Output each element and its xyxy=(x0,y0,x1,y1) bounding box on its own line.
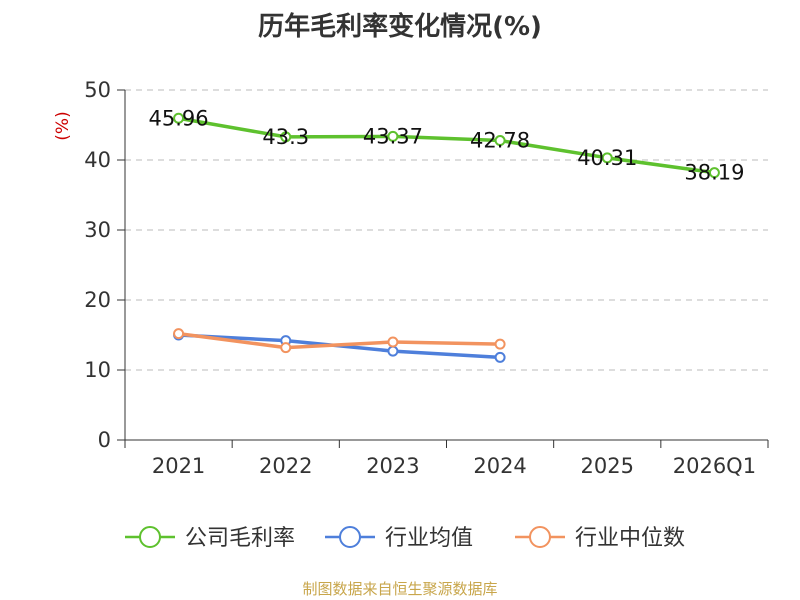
data-point-行业中位数-2021 xyxy=(173,328,185,340)
data-label-2025: 40.31 xyxy=(577,146,637,170)
x-tick-label-2025: 2025 xyxy=(581,454,634,478)
y-tick-label-10: 10 xyxy=(84,358,111,382)
legend-item-行业均值[interactable]: 行业均值 xyxy=(325,526,473,551)
legend-label: 行业中位数 xyxy=(575,526,685,551)
legend-marker xyxy=(339,526,361,548)
data-point-行业均值-2023 xyxy=(387,345,399,357)
data-point-公司毛利率-2022 xyxy=(280,131,292,143)
x-tick-label-2022: 2022 xyxy=(259,454,312,478)
data-label-2021: 45.96 xyxy=(149,106,209,130)
series-lines xyxy=(173,112,720,363)
data-label-2026Q1: 38.19 xyxy=(684,161,744,185)
legend-label: 行业均值 xyxy=(385,526,473,551)
data-point-公司毛利率-2021 xyxy=(173,112,185,124)
legend[interactable]: 公司毛利率 行业均值 行业中位数 xyxy=(125,526,685,551)
grid-lines xyxy=(125,89,768,371)
source-footer: 制图数据来自恒生聚源数据库 xyxy=(302,580,498,598)
series-line-行业中位数 xyxy=(178,331,501,350)
y-tick-label-40: 40 xyxy=(84,148,111,172)
y-tick-label-50: 50 xyxy=(84,78,111,102)
legend-marker xyxy=(529,526,551,548)
x-tick-label-2023: 2023 xyxy=(366,454,419,478)
data-point-公司毛利率-2026Q1 xyxy=(708,167,720,179)
data-labels: 45.96 43.3 43.37 42.78 40.31 38.19 xyxy=(149,106,745,184)
data-point-公司毛利率-2025 xyxy=(601,152,613,164)
y-tick-label-0: 0 xyxy=(98,428,111,452)
data-point-行业均值-2024 xyxy=(494,351,506,363)
y-tick-label-30: 30 xyxy=(84,218,111,242)
y-axis-label: (%) xyxy=(53,111,73,140)
data-point-行业中位数-2022 xyxy=(280,342,292,354)
y-tick-label-20: 20 xyxy=(84,288,111,312)
data-label-2022: 43.3 xyxy=(262,125,309,149)
legend-item-行业中位数[interactable]: 行业中位数 xyxy=(515,526,685,551)
data-point-公司毛利率-2023 xyxy=(387,130,399,142)
chart-title: 历年毛利率变化情况(%) xyxy=(258,12,542,42)
axes: 0 10 20 30 40 50 2021 2022 2023 2024 2025 2026Q1 (%) xyxy=(53,78,769,478)
legend-marker xyxy=(139,526,161,548)
data-label-2024: 42.78 xyxy=(470,129,530,153)
data-point-公司毛利率-2024 xyxy=(494,135,506,147)
legend-label: 公司毛利率 xyxy=(185,526,295,551)
legend-item-公司毛利率[interactable]: 公司毛利率 xyxy=(125,526,295,551)
data-point-行业中位数-2023 xyxy=(387,336,399,348)
x-tick-label-2021: 2021 xyxy=(152,454,205,478)
x-tick-label-2026Q1: 2026Q1 xyxy=(673,454,756,478)
series-line-公司毛利率 xyxy=(178,116,715,175)
x-tick-label-2024: 2024 xyxy=(473,454,526,478)
data-label-2023: 43.37 xyxy=(363,124,423,148)
data-point-行业中位数-2024 xyxy=(494,338,506,350)
